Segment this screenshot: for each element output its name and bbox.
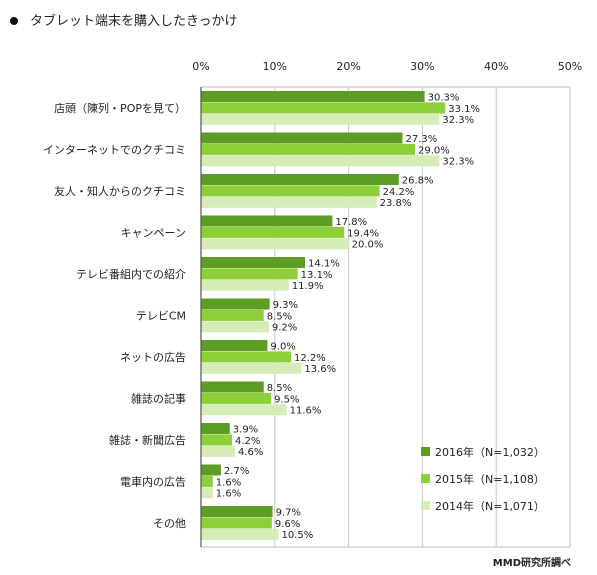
data-label: 12.2% xyxy=(294,353,326,364)
data-label: 13.1% xyxy=(301,270,333,281)
bar xyxy=(201,102,446,114)
bar xyxy=(201,445,235,457)
data-label: 9.7% xyxy=(276,507,301,518)
bar xyxy=(201,404,287,416)
bar xyxy=(201,196,377,208)
bar xyxy=(201,464,221,476)
bar xyxy=(201,257,306,268)
data-label: 8.5% xyxy=(267,383,292,394)
bar xyxy=(201,309,264,321)
data-label: 9.2% xyxy=(272,323,297,334)
data-label: 9.0% xyxy=(270,341,295,352)
category-label: キャンペーン xyxy=(121,227,186,240)
data-label: 23.8% xyxy=(380,198,412,209)
bar xyxy=(201,487,213,499)
bar xyxy=(201,340,268,351)
bar xyxy=(201,238,349,250)
legend-label: 2016年（N=1,032） xyxy=(435,445,545,459)
data-label: 8.5% xyxy=(267,311,292,322)
category-label: ネットの広告 xyxy=(120,351,186,364)
data-label: 32.3% xyxy=(442,115,474,126)
bar xyxy=(201,215,333,227)
category-label: 雑誌・新聞広告 xyxy=(109,433,186,447)
data-label: 10.5% xyxy=(281,530,313,541)
source-credit: MMD研究所調べ xyxy=(492,558,571,569)
data-label: 3.9% xyxy=(233,424,258,435)
bar xyxy=(201,174,399,185)
data-label: 1.6% xyxy=(216,477,241,488)
category-label: 電車内の広告 xyxy=(120,475,186,489)
bar xyxy=(201,392,272,404)
bar xyxy=(201,132,403,144)
bar xyxy=(201,91,425,102)
chart-title-text: タブレット端末を購入したきっかけ xyxy=(30,14,238,29)
bar xyxy=(201,528,279,540)
bar xyxy=(201,298,270,310)
bar xyxy=(201,517,272,529)
x-tick-label: 10% xyxy=(263,60,287,73)
data-label: 2.7% xyxy=(224,466,249,477)
category-label: 店頭（陳列・POPを見て） xyxy=(54,101,186,115)
bar xyxy=(201,226,345,238)
data-label: 4.2% xyxy=(235,436,260,447)
data-label: 4.6% xyxy=(238,447,263,458)
bar xyxy=(201,268,298,280)
data-label: 26.8% xyxy=(402,175,434,186)
data-label: 30.3% xyxy=(428,92,460,103)
bar xyxy=(201,381,264,393)
data-label: 33.1% xyxy=(448,104,480,115)
legend-swatch xyxy=(421,447,430,456)
data-label: 20.0% xyxy=(352,240,384,251)
bar xyxy=(201,155,440,167)
chart-title: タブレット端末を購入したきっかけ xyxy=(10,10,237,29)
bar xyxy=(201,351,292,363)
legend-label: 2014年（N=1,071） xyxy=(435,499,545,513)
category-label: 雑誌の記事 xyxy=(131,392,186,406)
data-label: 9.6% xyxy=(275,519,300,530)
category-label: その他 xyxy=(153,517,186,530)
legend-swatch xyxy=(421,474,430,483)
category-label: テレビCM xyxy=(136,310,186,323)
category-label: インターネットでのクチコミ xyxy=(43,144,186,157)
bar xyxy=(201,423,230,434)
x-tick-label: 40% xyxy=(484,60,508,73)
data-label: 14.1% xyxy=(308,258,340,269)
bar xyxy=(201,434,232,446)
data-label: 1.6% xyxy=(216,489,241,500)
data-label: 29.0% xyxy=(418,145,450,156)
bar xyxy=(201,506,273,517)
data-label: 9.5% xyxy=(274,394,299,405)
bar xyxy=(201,362,302,374)
legend-label: 2015年（N=1,108） xyxy=(435,472,545,486)
bar xyxy=(201,279,289,291)
bar xyxy=(201,143,416,155)
data-label: 17.8% xyxy=(335,217,367,228)
bullet-icon xyxy=(10,16,18,25)
x-tick-label: 30% xyxy=(410,60,434,73)
data-label: 27.3% xyxy=(405,134,437,145)
bar xyxy=(201,113,440,125)
x-tick-label: 0% xyxy=(192,60,209,73)
bar xyxy=(201,475,213,487)
bar xyxy=(201,185,380,197)
data-label: 24.2% xyxy=(383,187,415,198)
data-label: 19.4% xyxy=(347,228,379,239)
legend-swatch xyxy=(421,501,430,510)
x-tick-label: 20% xyxy=(336,60,360,73)
data-label: 32.3% xyxy=(442,157,474,168)
category-label: テレビ番組内での紹介 xyxy=(76,267,186,281)
x-tick-label: 50% xyxy=(558,60,582,73)
data-label: 9.3% xyxy=(273,300,298,311)
category-label: 友人・知人からのクチコミ xyxy=(54,184,186,198)
bar xyxy=(201,321,269,333)
data-label: 11.9% xyxy=(292,281,324,292)
data-label: 13.6% xyxy=(304,364,336,375)
data-label: 11.6% xyxy=(290,406,322,417)
